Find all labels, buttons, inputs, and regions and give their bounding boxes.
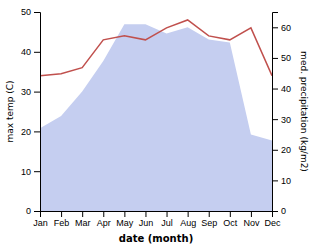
- tick: Jul: [161, 211, 173, 228]
- tick-mark: [272, 58, 278, 59]
- y-axis-title: max temp (C): [5, 80, 15, 142]
- tick-label: Jul: [161, 218, 173, 228]
- tick-mark: [34, 52, 40, 53]
- tick-mark: [167, 211, 168, 217]
- tick-mark: [34, 92, 40, 93]
- tick-mark: [145, 211, 146, 217]
- tick: 40: [272, 84, 291, 94]
- tick-label: Dec: [264, 218, 281, 228]
- tick-mark: [209, 211, 210, 217]
- tick-mark: [272, 150, 278, 151]
- y2-axis: 0 10 20 30 40 50 60: [272, 13, 291, 217]
- tick-label: 50: [21, 7, 31, 17]
- tick-mark: [272, 89, 278, 90]
- tick-label: Jun: [139, 218, 154, 228]
- tick-label: Jan: [33, 218, 48, 228]
- tick: 20: [272, 145, 291, 155]
- tick-label: May: [116, 218, 134, 228]
- tick: Oct: [223, 211, 238, 228]
- tick-mark: [251, 211, 252, 217]
- tick-label: Sep: [201, 218, 217, 228]
- tick-label: 30: [21, 87, 31, 97]
- tick-label: 0: [281, 206, 286, 216]
- tick-label: 10: [21, 167, 31, 177]
- tick: 30: [272, 115, 291, 125]
- tick-label: 20: [21, 127, 31, 137]
- y-axis: 0 10 20 30 40 50: [21, 7, 41, 216]
- tick: Nov: [243, 211, 260, 228]
- axis-line: [273, 13, 279, 212]
- tick-label: 20: [281, 145, 291, 155]
- tick: May: [116, 211, 134, 228]
- tick: 0: [26, 206, 40, 216]
- tick-mark: [34, 131, 40, 132]
- tick-label: Nov: [243, 218, 260, 228]
- x-axis-title: date (month): [119, 233, 193, 244]
- tick-mark: [272, 27, 278, 28]
- tick-label: Mar: [75, 218, 91, 228]
- tick: Mar: [75, 211, 91, 228]
- tick-label: 50: [281, 53, 291, 63]
- y2-axis-title: med. precipitation (kg/m2): [299, 51, 309, 172]
- tick: 20: [21, 127, 40, 137]
- tick: 50: [272, 53, 291, 63]
- tick-label: Oct: [223, 218, 238, 228]
- tick-label: 60: [281, 23, 291, 33]
- tick-mark: [34, 211, 40, 212]
- tick: 30: [21, 87, 40, 97]
- tick: Apr: [97, 211, 111, 228]
- tick-label: Feb: [54, 218, 70, 228]
- x-axis: Jan Feb Mar Apr May Jun Jul Aug Sep Oct Nov Dec: [33, 211, 281, 228]
- tick: Jun: [139, 211, 154, 228]
- tick: Sep: [201, 211, 217, 228]
- tick-label: Aug: [180, 218, 196, 228]
- tick-label: 10: [281, 176, 291, 186]
- tick-mark: [272, 119, 278, 120]
- tick-label: 0: [26, 206, 31, 216]
- tick: 0: [272, 206, 286, 216]
- tick: Feb: [54, 211, 70, 228]
- tick: Dec: [264, 211, 281, 228]
- tick-label: Apr: [97, 218, 111, 228]
- line: [40, 20, 272, 76]
- chart: JanFebMarAprMayJunJulAugSepOctNovDec0102…: [0, 0, 318, 247]
- tick: 10: [21, 167, 40, 177]
- tick-mark: [230, 211, 231, 217]
- tick-label: 30: [281, 115, 291, 125]
- tick: Aug: [180, 211, 196, 228]
- tick: 60: [272, 23, 291, 33]
- tick: 50: [21, 7, 40, 17]
- area: [40, 24, 272, 211]
- tick-mark: [272, 211, 278, 212]
- tick: Jan: [33, 211, 48, 228]
- axis-line: [41, 212, 273, 218]
- plot: JanFebMarAprMayJunJulAugSepOctNovDec0102…: [5, 7, 309, 244]
- tick-label: 40: [21, 47, 31, 57]
- tick-mark: [124, 211, 125, 217]
- tick-label: 40: [281, 84, 291, 94]
- tick: 40: [21, 47, 40, 57]
- tick-mark: [103, 211, 104, 217]
- tick-mark: [61, 211, 62, 217]
- axis-line: [34, 13, 41, 212]
- tick-mark: [34, 171, 40, 172]
- tick-mark: [188, 211, 189, 217]
- tick-mark: [272, 180, 278, 181]
- tick-mark: [82, 211, 83, 217]
- tick-mark: [34, 12, 40, 13]
- tick: 10: [272, 176, 291, 186]
- marks: [40, 20, 272, 211]
